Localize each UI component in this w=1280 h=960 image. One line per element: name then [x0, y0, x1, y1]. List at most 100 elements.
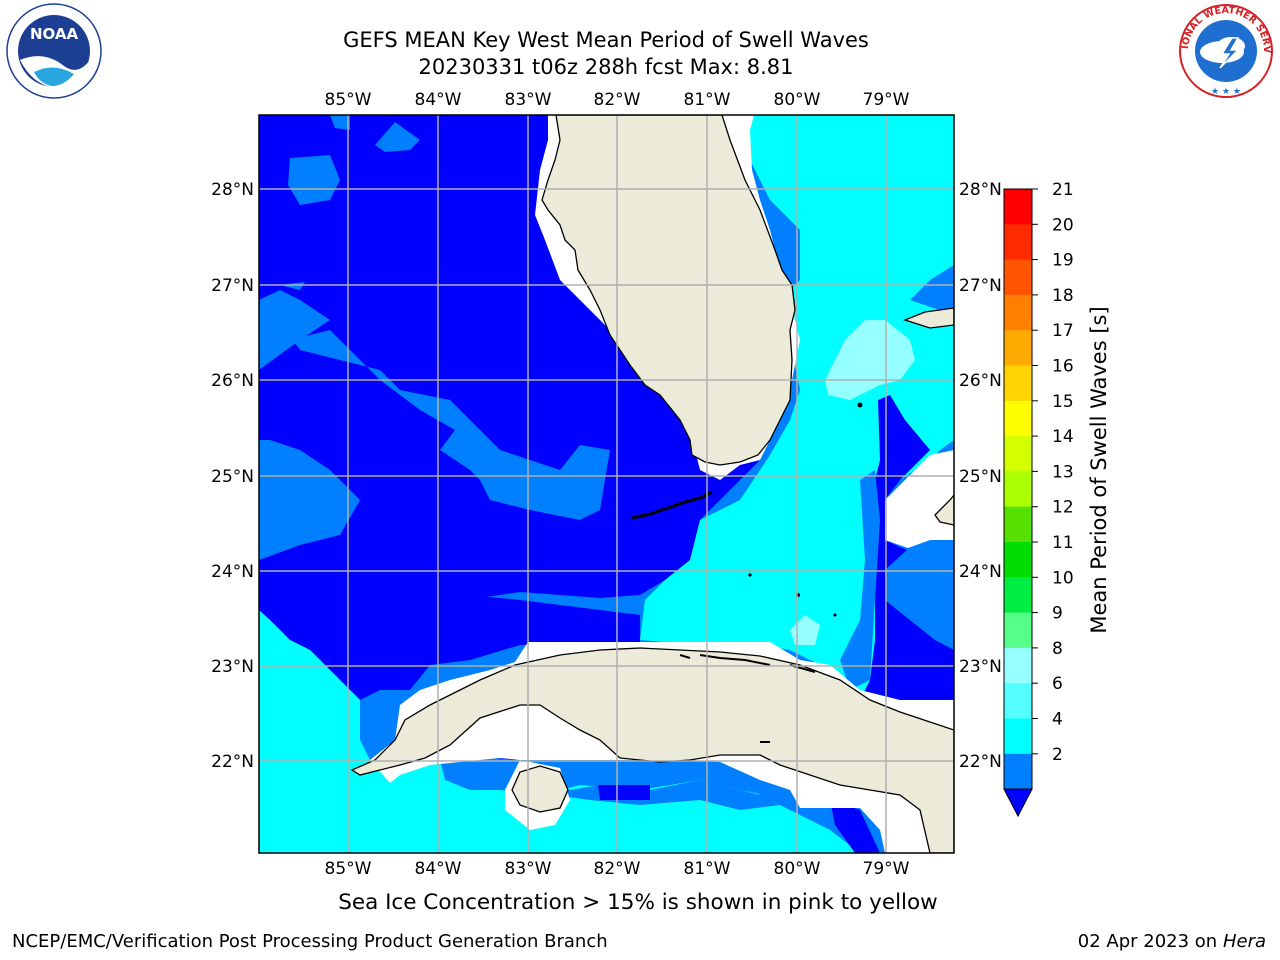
colorbar-segment	[1004, 259, 1032, 296]
lon-label: 81°W	[684, 859, 731, 879]
colorbar-tick-label: 20	[1052, 215, 1074, 235]
lat-label: 24°N	[959, 562, 1002, 582]
lon-label: 84°W	[415, 859, 462, 879]
lon-label: 80°W	[774, 90, 821, 110]
lon-label: 83°W	[505, 90, 552, 110]
lon-labels-top: 85°W 84°W 83°W 82°W 81°W 80°W 79°W	[325, 90, 910, 110]
colorbar-segment	[1004, 471, 1032, 508]
lon-label: 80°W	[774, 859, 821, 879]
colorbar-label: Mean Period of Swell Waves [s]	[1087, 306, 1111, 633]
colorbar-tick-label: 6	[1052, 674, 1063, 694]
swell-period-band-4-6-patch	[330, 115, 350, 130]
lon-label: 79°W	[863, 90, 910, 110]
colorbar-tick-label: 18	[1052, 286, 1074, 306]
lon-label: 83°W	[505, 859, 552, 879]
map-subtitle: 20230331 t06z 288h fcst Max: 8.81	[418, 55, 794, 79]
lat-label: 27°N	[959, 276, 1002, 296]
lat-label: 26°N	[211, 371, 254, 391]
colorbar-segment	[1004, 647, 1032, 684]
lat-labels-left: 28°N 27°N 26°N 25°N 24°N 23°N 22°N	[211, 180, 254, 772]
colorbar-tick-label: 17	[1052, 321, 1074, 341]
swell-period-band-4-6-patch	[440, 760, 780, 810]
lon-labels-bottom: 85°W 84°W 83°W 82°W 81°W 80°W 79°W	[325, 859, 910, 879]
svg-text:★ ★ ★: ★ ★ ★	[1211, 87, 1241, 97]
swell-period-band-4-6-patch	[288, 155, 340, 205]
colorbar-tick-label: 12	[1052, 498, 1074, 518]
cuba-cays	[679, 654, 816, 743]
colorbar-segment	[1004, 330, 1032, 366]
lat-label: 22°N	[211, 752, 254, 772]
lon-label: 84°W	[415, 90, 462, 110]
footer-date-text: 02 Apr 2023 on	[1077, 931, 1223, 952]
colorbar-segment	[1004, 718, 1032, 755]
colorbar-segment	[1004, 683, 1032, 719]
colorbar-frame	[1003, 188, 1033, 790]
grand-bahama-landmass	[903, 307, 954, 329]
colorbar: 21 20 19 18 17 16 15 14 13 12 11 10 9 8 6 4 2	[1003, 180, 1074, 818]
colorbar-tick-label: 11	[1052, 533, 1074, 553]
colorbar-tick-label: 4	[1052, 710, 1063, 730]
swell-period-band-2-4-patch	[390, 590, 640, 665]
colorbar-tick-label: 14	[1052, 427, 1074, 447]
colorbar-segment	[1004, 436, 1032, 472]
florida-landmass	[541, 115, 796, 466]
lat-label: 27°N	[211, 276, 254, 296]
lon-label: 82°W	[594, 859, 641, 879]
colorbar-tick-label: 16	[1052, 357, 1074, 377]
lat-label: 28°N	[959, 180, 1002, 200]
colorbar-segment	[1004, 224, 1032, 261]
lat-label: 28°N	[211, 180, 254, 200]
footer-machine: Hera	[1222, 931, 1266, 952]
colorbar-segment	[1004, 294, 1032, 331]
swell-period-band-4-6-patch	[280, 282, 305, 290]
colorbar-tick-label: 21	[1052, 180, 1074, 200]
svg-text:NOAA: NOAA	[30, 25, 79, 43]
colorbar-tick-label: 9	[1052, 604, 1063, 624]
swell-period-band-6-8	[259, 610, 370, 760]
lat-label: 24°N	[211, 562, 254, 582]
swell-period-band-4-6-patch	[375, 122, 420, 152]
colorbar-segment	[1004, 400, 1032, 437]
lon-label: 85°W	[325, 90, 372, 110]
swell-period-band-6-8	[259, 760, 880, 853]
lat-label: 23°N	[211, 657, 254, 677]
colorbar-tick-label: 8	[1052, 639, 1063, 659]
map-area	[259, 115, 954, 853]
lon-label: 81°W	[684, 90, 731, 110]
noaa-logo: NOAA	[6, 3, 102, 99]
sea-ice-note: Sea Ice Concentration > 15% is shown in …	[338, 890, 938, 915]
lon-label: 85°W	[325, 859, 372, 879]
swell-period-band-2-4-patch	[830, 800, 880, 853]
lat-label: 23°N	[959, 657, 1002, 677]
colorbar-segment	[1004, 365, 1032, 402]
lat-label: 25°N	[959, 467, 1002, 487]
lon-label: 79°W	[863, 859, 910, 879]
no-data-mask	[885, 450, 954, 548]
lat-label: 22°N	[959, 752, 1002, 772]
lat-labels-right: 28°N 27°N 26°N 25°N 24°N 23°N 22°N	[959, 180, 1002, 772]
map-title: GEFS MEAN Key West Mean Period of Swell …	[343, 28, 869, 52]
footer-branch: NCEP/EMC/Verification Post Processing Pr…	[12, 931, 608, 952]
colorbar-tick-label: 10	[1052, 568, 1074, 588]
colorbar-segment	[1004, 753, 1032, 790]
swell-period-band-2-4-patch	[598, 785, 650, 800]
colorbar-tick-label: 2	[1052, 745, 1063, 765]
colorbar-extend-arrow	[1003, 788, 1033, 818]
colorbar-segment	[1004, 189, 1032, 225]
lat-label: 26°N	[959, 371, 1002, 391]
colorbar-segment	[1004, 612, 1032, 649]
map-frame	[258, 114, 955, 854]
andros-landmass	[934, 493, 954, 526]
colorbar-tick-label: 15	[1052, 392, 1074, 412]
colorbar-segment	[1004, 542, 1032, 578]
nws-logo: NATIONAL WEATHER SERVICE ★ ★ ★	[1176, 2, 1273, 98]
footer-date: 02 Apr 2023 on Hera	[1078, 931, 1266, 952]
cuba-landmass	[350, 647, 954, 853]
swell-period-band-4-6-patch	[840, 470, 880, 690]
lat-label: 25°N	[211, 467, 254, 487]
swell-period-band-4-6-patch	[259, 300, 610, 520]
colorbar-tick-label: 13	[1052, 462, 1074, 482]
colorbar-segment	[1004, 577, 1032, 614]
isla-juventud-landmass	[511, 765, 569, 813]
